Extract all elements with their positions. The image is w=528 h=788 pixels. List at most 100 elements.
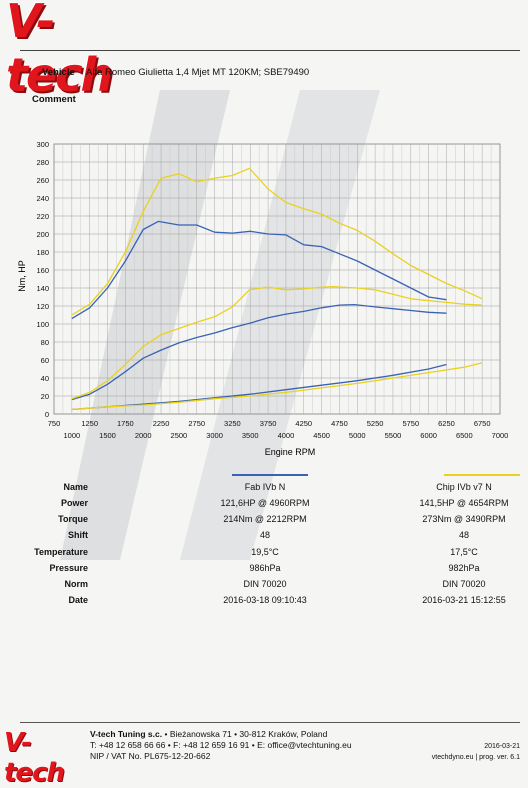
x-tick-label-lower: 1500: [99, 431, 116, 440]
x-tick-label-upper: 6750: [474, 419, 491, 428]
header-divider: [20, 50, 520, 51]
company-nip: NIP / VAT No. PL675-12-20-662: [90, 751, 211, 761]
y-tick-label: 160: [36, 266, 49, 275]
table-row: Date 2016-03-18 09:10:43 2016-03-21 15:12:…: [0, 595, 528, 611]
x-tick-label-lower: 7000: [492, 431, 509, 440]
row-label: Norm: [64, 579, 88, 589]
chip-value: 273Nm @ 3490RPM: [422, 514, 506, 524]
vehicle-value: Alfa Romeo Giulietta 1,4 Mjet MT 120KM; …: [86, 67, 310, 78]
y-tick-label: 20: [41, 392, 49, 401]
company-phone: T: +48 12 658 66 66 • F: +48 12 659 16 9…: [90, 740, 352, 750]
x-axis-label: Engine RPM: [265, 447, 316, 457]
y-tick-label: 280: [36, 158, 49, 167]
company-address: V-tech Tuning s.c. • Bieżanowska 71 • 30…: [90, 729, 352, 762]
y-tick-label: 240: [36, 194, 49, 203]
x-tick-label-upper: 2750: [188, 419, 205, 428]
fab-value: 121,6HP @ 4960RPM: [220, 498, 310, 508]
legend-swatch-chip: [444, 474, 520, 476]
fab-value: Fab IVb N: [244, 482, 286, 492]
x-tick-label-upper: 3250: [224, 419, 241, 428]
chart-ticks: 0 20 40 60 80 100 120 140 160 180 200 220 240 260 280 3…: [36, 140, 508, 440]
fab-value: 214Nm @ 2212RPM: [223, 514, 307, 524]
row-label: Pressure: [49, 563, 88, 573]
y-tick-label: 100: [36, 320, 49, 329]
print-info: 2016-03-21 vtechdyno.eu | prog. ver. 6.1: [432, 741, 520, 763]
chip-value: 17,5°C: [450, 547, 478, 557]
x-tick-label-upper: 1250: [81, 419, 98, 428]
chip-value: 141,5HP @ 4654RPM: [419, 498, 509, 508]
y-tick-label: 140: [36, 284, 49, 293]
vehicle-label: Vehicle: [42, 67, 75, 78]
x-tick-label-upper: 5750: [402, 419, 419, 428]
chip-value: 48: [458, 530, 469, 540]
chip-value: 2016-03-21 15:12:55: [422, 595, 506, 605]
comment-label: Comment: [32, 94, 76, 105]
program-version: vtechdyno.eu | prog. ver. 6.1: [431, 754, 520, 761]
x-tick-label-lower: 3000: [206, 431, 223, 440]
y-tick-label: 260: [36, 176, 49, 185]
watermark-stripes: [60, 90, 380, 560]
chip-value: Chip IVb v7 N: [436, 482, 492, 492]
row-label: Temperature: [34, 547, 88, 557]
fab-value: 19,5°C: [251, 547, 279, 557]
series-line-power-chip: [71, 285, 483, 400]
chip-value: 982hPa: [448, 563, 480, 573]
y-tick-label: 60: [41, 356, 49, 365]
logo-text: V-tech: [6, 0, 113, 102]
x-tick-label-upper: 6250: [438, 419, 455, 428]
x-tick-label-lower: 3500: [242, 431, 259, 440]
row-label: Shift: [68, 530, 88, 540]
y-tick-label: 200: [36, 230, 49, 239]
table-row: Norm DIN 70020 DIN 70020: [0, 579, 528, 595]
fab-value: 986hPa: [249, 563, 281, 573]
y-tick-label: 0: [45, 410, 49, 419]
x-tick-label-upper: 750: [48, 419, 61, 428]
x-tick-label-upper: 5250: [367, 419, 384, 428]
footer-logo-text: V-tech: [4, 728, 65, 788]
vtech-logo: V-tech: [6, 0, 158, 102]
y-tick-label: 80: [41, 338, 49, 347]
row-label: Date: [68, 595, 88, 605]
y-axis-label: Nm, HP: [17, 260, 27, 292]
company-name: V-tech Tuning s.c.: [90, 729, 163, 739]
series-line-loss-chip: [71, 362, 483, 411]
x-tick-label-lower: 6500: [456, 431, 473, 440]
x-tick-label-lower: 6000: [420, 431, 437, 440]
x-tick-label-upper: 1750: [117, 419, 134, 428]
series-line-torque-fab: [71, 220, 447, 320]
fab-value: 48: [259, 530, 270, 540]
x-tick-label-lower: 4000: [278, 431, 295, 440]
y-tick-label: 300: [36, 140, 49, 149]
x-tick-label-upper: 4250: [295, 419, 312, 428]
y-tick-label: 120: [36, 302, 49, 311]
series-line-power-fab: [71, 303, 447, 401]
row-label: Name: [63, 482, 88, 492]
table-row: Name Fab IVb N Chip IVb v7 N: [0, 482, 528, 498]
x-tick-label-lower: 2500: [171, 431, 188, 440]
x-tick-label-lower: 4500: [313, 431, 330, 440]
x-tick-label-lower: 1000: [63, 431, 80, 440]
series-line-loss-fab: [71, 363, 447, 411]
table-row: Pressure 986hPa 982hPa: [0, 563, 528, 579]
fab-value: DIN 70020: [243, 579, 287, 589]
x-tick-label-upper: 4750: [331, 419, 348, 428]
fab-value: 2016-03-18 09:10:43: [223, 595, 307, 605]
table-row: Power 121,6HP @ 4960RPM 141,5HP @ 4654RPM: [0, 498, 528, 514]
footer-logo: V-tech: [4, 728, 84, 788]
y-tick-label: 40: [41, 374, 49, 383]
x-tick-label-lower: 2000: [135, 431, 152, 440]
x-tick-label-upper: 2250: [153, 419, 170, 428]
legend-swatch-fab: [232, 474, 308, 476]
table-row: Shift 48 48: [0, 530, 528, 546]
footer-divider: [20, 722, 520, 723]
series-line-torque-chip: [71, 167, 483, 316]
dyno-chart: 0 20 40 60 80 100 120 140 160 180 200 220 240 260 280 3…: [17, 140, 508, 457]
y-tick-label: 180: [36, 248, 49, 257]
y-tick-label: 220: [36, 212, 49, 221]
chip-value: DIN 70020: [442, 579, 486, 589]
print-date: 2016-03-21: [484, 743, 520, 750]
row-label: Power: [60, 498, 88, 508]
company-street: • Bieżanowska 71 • 30-812 Kraków, Poland: [164, 729, 328, 739]
table-row: Torque 214Nm @ 2212RPM 273Nm @ 3490RPM: [0, 514, 528, 530]
x-tick-label-lower: 5000: [349, 431, 366, 440]
